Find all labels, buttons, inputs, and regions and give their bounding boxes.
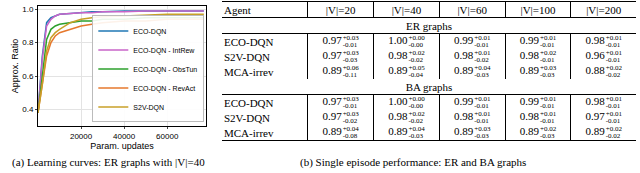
- html-text:-0.03: -0.03: [474, 70, 489, 79]
- html-text:-0.02: -0.02: [605, 131, 621, 140]
- html-text:-0.01: -0.01: [605, 116, 621, 125]
- html-text:-0.01: -0.01: [540, 101, 555, 110]
- html-text:1.00+0.00: 1.00+0.00: [388, 94, 425, 108]
- html-text:-0.01: -0.01: [605, 40, 621, 49]
- html-text:-0.01: -0.01: [605, 101, 621, 110]
- html-text:0.89+0.06: 0.89+0.06: [322, 63, 359, 77]
- html-text:0.99+0.01: 0.99+0.01: [519, 33, 557, 47]
- html-text:0.99+0.01: 0.99+0.01: [454, 33, 491, 47]
- html-text:-0.03: -0.03: [540, 131, 555, 140]
- html-text:|V|=100: |V|=100: [520, 3, 556, 16]
- html-text:0.89+0.02: 0.89+0.02: [519, 124, 557, 138]
- html-text:-0.01: -0.01: [474, 101, 489, 110]
- html-text:-0.03: -0.03: [474, 131, 489, 140]
- html-text:0.97+0.03: 0.97+0.03: [322, 48, 359, 62]
- html-text:-0.01: -0.01: [342, 40, 358, 49]
- html-text:-0.00: -0.00: [408, 101, 423, 110]
- html-text:0.89+0.05: 0.89+0.05: [388, 63, 425, 77]
- html-text:|V|=200: |V|=200: [586, 3, 622, 16]
- html-text:-0.01: -0.01: [474, 116, 489, 125]
- html-text:0.89+0.04: 0.89+0.04: [454, 63, 491, 77]
- html-text:-0.03: -0.03: [540, 70, 555, 79]
- html-text:-0.01: -0.01: [540, 40, 555, 49]
- html-text:0.97+0.03: 0.97+0.03: [322, 33, 359, 47]
- html-text:0.98+0.02: 0.98+0.02: [388, 48, 425, 62]
- html-text:0.99+0.01: 0.99+0.01: [519, 94, 557, 108]
- html-text:MCA-irrev: MCA-irrev: [224, 126, 274, 139]
- html-text:0.98+0.01: 0.98+0.01: [585, 33, 622, 47]
- html-text:ECO-DQN: ECO-DQN: [224, 35, 274, 48]
- html-text:|V|=40: |V|=40: [391, 3, 422, 16]
- html-text:0.89+0.04: 0.89+0.04: [388, 124, 425, 138]
- html-text:|V|=20: |V|=20: [325, 3, 356, 16]
- html-text:0.98+0.02: 0.98+0.02: [388, 109, 425, 123]
- html-text:0.98+0.02: 0.98+0.02: [519, 48, 557, 62]
- html-text:0.98+0.01: 0.98+0.01: [454, 109, 491, 123]
- html-text:-0.01: -0.01: [474, 40, 489, 49]
- html-text:0.89+0.03: 0.89+0.03: [519, 63, 557, 77]
- svg-text:S2V-DQN: S2V-DQN: [133, 104, 164, 112]
- html-text:BA graphs: BA graphs: [405, 80, 453, 93]
- html-text:0.89+0.02: 0.89+0.02: [585, 124, 622, 138]
- html-text:(a) Learning curves: ER graphs: (a) Learning curves: ER graphs with |V|=…: [12, 156, 205, 168]
- svg-text:0.6: 0.6: [22, 72, 34, 81]
- html-text:-0.03: -0.03: [342, 55, 358, 64]
- svg-text:0.4: 0.4: [22, 105, 34, 114]
- html-text:-0.00: -0.00: [408, 40, 423, 49]
- svg-text:0.8: 0.8: [22, 38, 34, 47]
- html-text:0.97+0.01: 0.97+0.01: [585, 109, 622, 123]
- svg-text:20000: 20000: [70, 132, 93, 141]
- html-text:0.89+0.03: 0.89+0.03: [454, 124, 491, 138]
- html-text:MCA-irrev: MCA-irrev: [224, 65, 274, 78]
- html-text:S2V-DQN: S2V-DQN: [224, 111, 270, 124]
- html-text:-0.08: -0.08: [342, 131, 358, 140]
- html-text:0.97+0.03: 0.97+0.03: [322, 94, 359, 108]
- html-text:-0.02: -0.02: [408, 116, 423, 125]
- html-text:0.98+0.01: 0.98+0.01: [585, 94, 622, 108]
- html-text:-0.01: -0.01: [605, 55, 621, 64]
- html-text:|V|=60: |V|=60: [457, 3, 487, 16]
- html-text:-0.01: -0.01: [540, 55, 555, 64]
- html-text:0.96+0.01: 0.96+0.01: [585, 48, 622, 62]
- svg-text:1.0: 1.0: [22, 5, 34, 14]
- html-text:1.00+0.00: 1.00+0.00: [388, 33, 425, 47]
- svg-text:ECO-DQN - RevAct: ECO-DQN - RevAct: [133, 85, 195, 93]
- html-text:0.98+0.01: 0.98+0.01: [454, 48, 491, 62]
- html-text:0.97+0.03: 0.97+0.03: [322, 109, 359, 123]
- svg-text:60000: 60000: [156, 132, 179, 141]
- svg-text:ECO-DQN: ECO-DQN: [133, 28, 166, 36]
- html-text:-0.03: -0.03: [408, 131, 423, 140]
- svg-text:40000: 40000: [113, 132, 136, 141]
- html-text:-0.04: -0.04: [408, 70, 423, 79]
- html-text:(b) Single episode performance: (b) Single episode performance: ER and B…: [300, 156, 527, 168]
- svg-text:ECO-DQN - ObsTun: ECO-DQN - ObsTun: [133, 66, 197, 74]
- svg-text:ECO-DQN - IntRew: ECO-DQN - IntRew: [133, 47, 195, 55]
- html-text:-0.11: -0.11: [342, 70, 357, 79]
- html-text:-0.02: -0.02: [408, 55, 423, 64]
- html-text:ECO-DQN: ECO-DQN: [224, 96, 274, 109]
- html-text:-0.02: -0.02: [605, 70, 621, 79]
- svg-text:Param. updates: Param. updates: [90, 141, 154, 151]
- html-text:-0.02: -0.02: [474, 55, 489, 64]
- svg-text:Approx. Ratio: Approx. Ratio: [10, 39, 20, 94]
- html-text:-0.01: -0.01: [540, 116, 555, 125]
- html-text:-0.01: -0.01: [342, 101, 358, 110]
- html-text:-0.02: -0.02: [342, 116, 358, 125]
- html-text:0.99+0.01: 0.99+0.01: [454, 94, 491, 108]
- html-text:0.98+0.01: 0.98+0.01: [519, 109, 557, 123]
- html-text:ER graphs: ER graphs: [405, 19, 453, 32]
- html-text:0.89+0.04: 0.89+0.04: [322, 124, 359, 138]
- html-text:0.88+0.02: 0.88+0.02: [585, 63, 622, 77]
- html-text:S2V-DQN: S2V-DQN: [224, 50, 270, 63]
- html-text:Agent: Agent: [224, 3, 251, 16]
